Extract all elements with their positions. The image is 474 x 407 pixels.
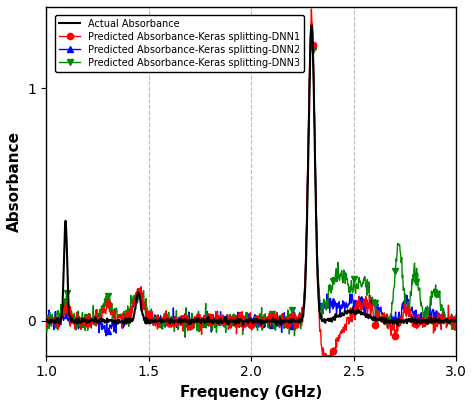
Predicted Absorbance-Keras splitting-DNN1 — [323, 353, 329, 358]
Predicted Absorbance-Keras splitting-DNN1 — [43, 318, 49, 323]
Predicted Absorbance-Keras splitting-DNN2 — [355, 300, 361, 304]
Actual Absorbance — [453, 317, 459, 322]
Predicted Absorbance-Keras splitting-DNN3 — [397, 249, 403, 254]
Predicted Absorbance-Keras splitting-DNN2 — [309, 22, 315, 27]
Predicted Absorbance-Keras splitting-DNN3 — [282, 315, 288, 320]
Actual Absorbance — [355, 310, 361, 315]
Predicted Absorbance-Keras splitting-DNN3 — [355, 286, 361, 291]
Actual Absorbance — [68, 319, 74, 324]
Line: Predicted Absorbance-Keras splitting-DNN1: Predicted Absorbance-Keras splitting-DNN… — [43, 6, 459, 359]
Predicted Absorbance-Keras splitting-DNN2 — [305, 167, 310, 172]
Predicted Absorbance-Keras splitting-DNN2 — [453, 320, 459, 325]
Predicted Absorbance-Keras splitting-DNN2 — [103, 333, 109, 338]
Actual Absorbance — [305, 179, 310, 184]
Actual Absorbance — [309, 23, 314, 28]
Predicted Absorbance-Keras splitting-DNN3 — [453, 320, 459, 325]
Predicted Absorbance-Keras splitting-DNN2 — [397, 314, 403, 319]
Predicted Absorbance-Keras splitting-DNN3 — [182, 335, 188, 340]
Actual Absorbance — [282, 317, 288, 322]
Predicted Absorbance-Keras splitting-DNN1 — [397, 323, 403, 328]
Predicted Absorbance-Keras splitting-DNN2 — [292, 323, 298, 328]
Predicted Absorbance-Keras splitting-DNN2 — [68, 315, 74, 320]
X-axis label: Frequency (GHz): Frequency (GHz) — [180, 385, 322, 400]
Predicted Absorbance-Keras splitting-DNN1 — [355, 302, 361, 306]
Actual Absorbance — [240, 323, 246, 328]
Predicted Absorbance-Keras splitting-DNN1 — [68, 309, 74, 314]
Y-axis label: Absorbance: Absorbance — [7, 131, 22, 232]
Predicted Absorbance-Keras splitting-DNN1 — [292, 324, 298, 329]
Predicted Absorbance-Keras splitting-DNN1 — [309, 7, 314, 11]
Line: Predicted Absorbance-Keras splitting-DNN2: Predicted Absorbance-Keras splitting-DNN… — [43, 21, 459, 339]
Actual Absorbance — [292, 319, 298, 324]
Predicted Absorbance-Keras splitting-DNN3 — [292, 312, 298, 317]
Actual Absorbance — [397, 319, 403, 324]
Predicted Absorbance-Keras splitting-DNN3 — [43, 317, 49, 322]
Legend: Actual Absorbance, Predicted Absorbance-Keras splitting-DNN1, Predicted Absorban: Actual Absorbance, Predicted Absorbance-… — [55, 15, 304, 72]
Predicted Absorbance-Keras splitting-DNN2 — [43, 318, 49, 323]
Predicted Absorbance-Keras splitting-DNN3 — [309, 28, 314, 33]
Line: Predicted Absorbance-Keras splitting-DNN3: Predicted Absorbance-Keras splitting-DNN… — [43, 28, 459, 340]
Predicted Absorbance-Keras splitting-DNN1 — [304, 189, 310, 194]
Actual Absorbance — [43, 316, 49, 321]
Predicted Absorbance-Keras splitting-DNN1 — [282, 322, 287, 327]
Predicted Absorbance-Keras splitting-DNN3 — [305, 177, 310, 182]
Predicted Absorbance-Keras splitting-DNN1 — [453, 317, 459, 322]
Predicted Absorbance-Keras splitting-DNN3 — [68, 308, 74, 313]
Predicted Absorbance-Keras splitting-DNN2 — [282, 317, 288, 322]
Line: Actual Absorbance: Actual Absorbance — [46, 26, 456, 325]
